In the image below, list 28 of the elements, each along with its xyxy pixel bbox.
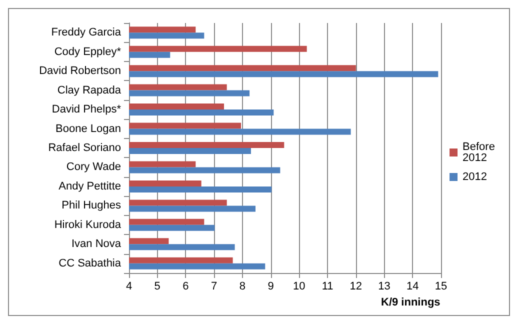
x-tick-label: 7 [211,280,218,292]
x-tick-label: 13 [378,280,390,292]
x-axis-title: K/9 innings [381,296,440,308]
y-tick-label: CC Sabathia [58,257,122,270]
x-tick-label: 14 [406,280,419,292]
x-tick-label: 6 [182,280,189,292]
y-tick-label: David Robertson [39,65,121,78]
legend-label: Before 2012 [462,141,498,164]
y-tick-label: Freddy Garcia [51,26,122,39]
y-tick-label: David Phelps* [52,104,122,116]
x-tick-label: 9 [268,280,274,292]
x-tick-label: 11 [322,280,334,292]
x-tick-label: 4 [126,280,132,292]
y-tick-label: Cory Wade [66,161,121,174]
y-tick-label: Andy Pettitte [58,180,121,192]
y-tick-label: Clay Rapada [57,84,122,96]
x-tick-label: 5 [154,280,160,292]
x-tick-label: 15 [434,280,448,292]
y-tick-label: Ivan Nova [71,238,122,250]
legend-label: 2012 [462,171,488,183]
y-tick-label: Cody Eppley* [54,46,122,58]
x-tick-label: 8 [239,280,246,292]
y-tick-label: Phil Hughes [62,200,122,212]
y-tick-label: Rafael Soriano [48,142,121,154]
y-tick-label: Boone Logan [56,122,121,135]
x-tick-label: 12 [350,280,362,292]
y-tick-label: Hiroki Kuroda [54,218,122,231]
x-tick-label: 10 [293,280,306,292]
